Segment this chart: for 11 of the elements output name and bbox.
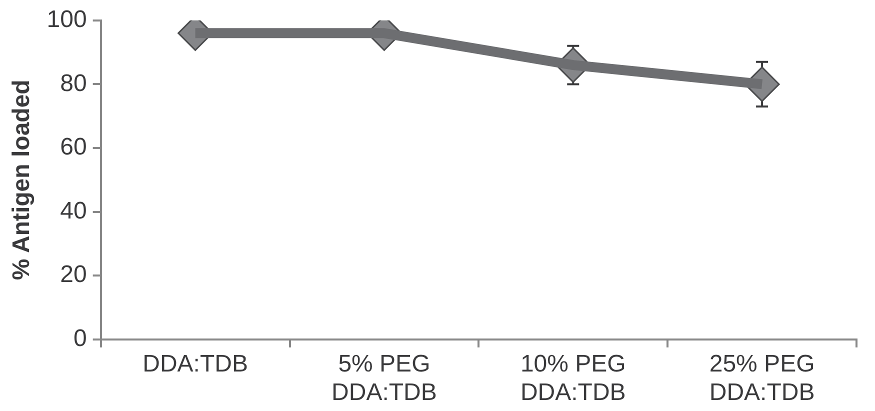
x-tick-label: 25% PEG DDA:TDB <box>709 350 815 406</box>
y-tick-label: 100 <box>46 6 87 34</box>
x-tick-label: 10% PEG DDA:TDB <box>520 350 626 406</box>
x-tick-label: DDA:TDB <box>142 350 248 378</box>
y-tick-label: 60 <box>60 134 87 161</box>
y-tick-label: 0 <box>73 325 87 352</box>
y-tick-label: 20 <box>60 261 87 288</box>
y-tick-label: 40 <box>60 197 87 224</box>
x-tick-label: 5% PEG DDA:TDB <box>332 350 437 406</box>
y-axis-title: % Antigen loaded <box>8 80 36 280</box>
y-tick-label: 80 <box>60 70 87 97</box>
